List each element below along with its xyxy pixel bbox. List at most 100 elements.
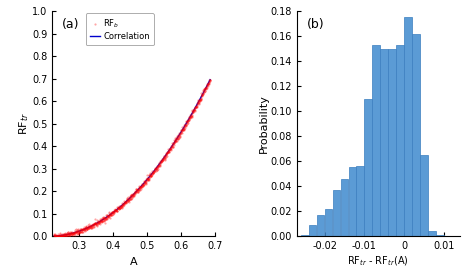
RF$_b$ [191,108,199,112]
RF$_b$ [58,233,65,237]
RF$_b$ [163,153,171,158]
RF$_b$ [142,180,149,185]
RF$_b$ [167,146,174,151]
RF$_b$ [90,225,98,229]
RF$_b$ [52,234,60,239]
RF$_b$ [145,177,153,182]
RF$_b$ [179,128,186,132]
RF$_b$ [99,219,107,224]
RF$_b$ [147,174,155,179]
RF$_b$ [82,225,89,230]
RF$_b$ [99,215,106,220]
RF$_b$ [193,103,201,107]
RF$_b$ [162,154,169,158]
RF$_b$ [55,234,63,239]
RF$_b$ [138,184,146,189]
RF$_b$ [65,232,73,236]
RF$_b$ [157,159,164,164]
RF$_b$ [100,219,107,224]
RF$_b$ [104,214,111,218]
RF$_b$ [86,224,94,228]
RF$_b$ [163,151,171,155]
RF$_b$ [79,227,87,232]
RF$_b$ [123,197,130,202]
RF$_b$ [130,193,138,197]
RF$_b$ [144,173,151,177]
RF$_b$ [164,147,172,152]
RF$_b$ [85,224,93,229]
RF$_b$ [112,207,119,212]
RF$_b$ [147,173,155,178]
RF$_b$ [88,223,96,227]
RF$_b$ [109,211,117,216]
RF$_b$ [128,194,136,199]
RF$_b$ [69,231,77,235]
RF$_b$ [84,225,92,230]
RF$_b$ [154,166,161,170]
RF$_b$ [160,153,167,158]
RF$_b$ [143,177,151,181]
RF$_b$ [198,96,205,100]
RF$_b$ [182,123,189,128]
RF$_b$ [172,136,180,141]
Correlation [194,103,200,107]
RF$_b$ [201,86,209,91]
RF$_b$ [165,148,173,153]
RF$_b$ [86,224,93,229]
RF$_b$ [184,119,192,123]
RF$_b$ [72,227,80,231]
RF$_b$ [168,142,175,147]
RF$_b$ [53,234,61,239]
RF$_b$ [105,211,113,216]
RF$_b$ [181,122,189,126]
Bar [373,45,380,236]
RF$_b$ [134,189,142,194]
RF$_b$ [152,165,160,170]
RF$_b$ [89,223,96,228]
RF$_b$ [193,104,201,109]
RF$_b$ [93,220,101,224]
RF$_b$ [67,232,75,237]
RF$_b$ [132,187,140,192]
RF$_b$ [60,232,68,236]
RF$_b$ [101,217,109,222]
RF$_b$ [88,225,96,229]
RF$_b$ [201,86,208,91]
RF$_b$ [151,167,158,172]
RF$_b$ [92,222,100,226]
RF$_b$ [126,197,134,201]
RF$_b$ [167,145,175,149]
RF$_b$ [100,215,108,219]
RF$_b$ [186,115,194,119]
RF$_b$ [67,230,74,235]
RF$_b$ [169,144,176,149]
RF$_b$ [65,232,73,237]
RF$_b$ [185,118,193,122]
RF$_b$ [129,194,137,198]
RF$_b$ [80,227,88,231]
RF$_b$ [70,233,77,237]
RF$_b$ [50,233,58,238]
RF$_b$ [178,130,185,135]
RF$_b$ [66,232,73,237]
RF$_b$ [170,141,177,146]
RF$_b$ [182,124,190,129]
RF$_b$ [173,135,181,140]
RF$_b$ [144,178,152,182]
RF$_b$ [55,234,63,238]
Legend: RF$_b$, Correlation: RF$_b$, Correlation [86,13,154,45]
Bar [388,49,396,236]
RF$_b$ [155,164,163,168]
RF$_b$ [186,116,194,121]
RF$_b$ [100,217,108,222]
RF$_b$ [63,231,70,236]
RF$_b$ [135,184,143,188]
RF$_b$ [137,185,145,190]
RF$_b$ [112,208,120,212]
RF$_b$ [58,234,66,238]
RF$_b$ [69,230,76,235]
Correlation [51,235,57,238]
RF$_b$ [68,232,76,236]
RF$_b$ [105,214,112,218]
RF$_b$ [128,197,135,201]
